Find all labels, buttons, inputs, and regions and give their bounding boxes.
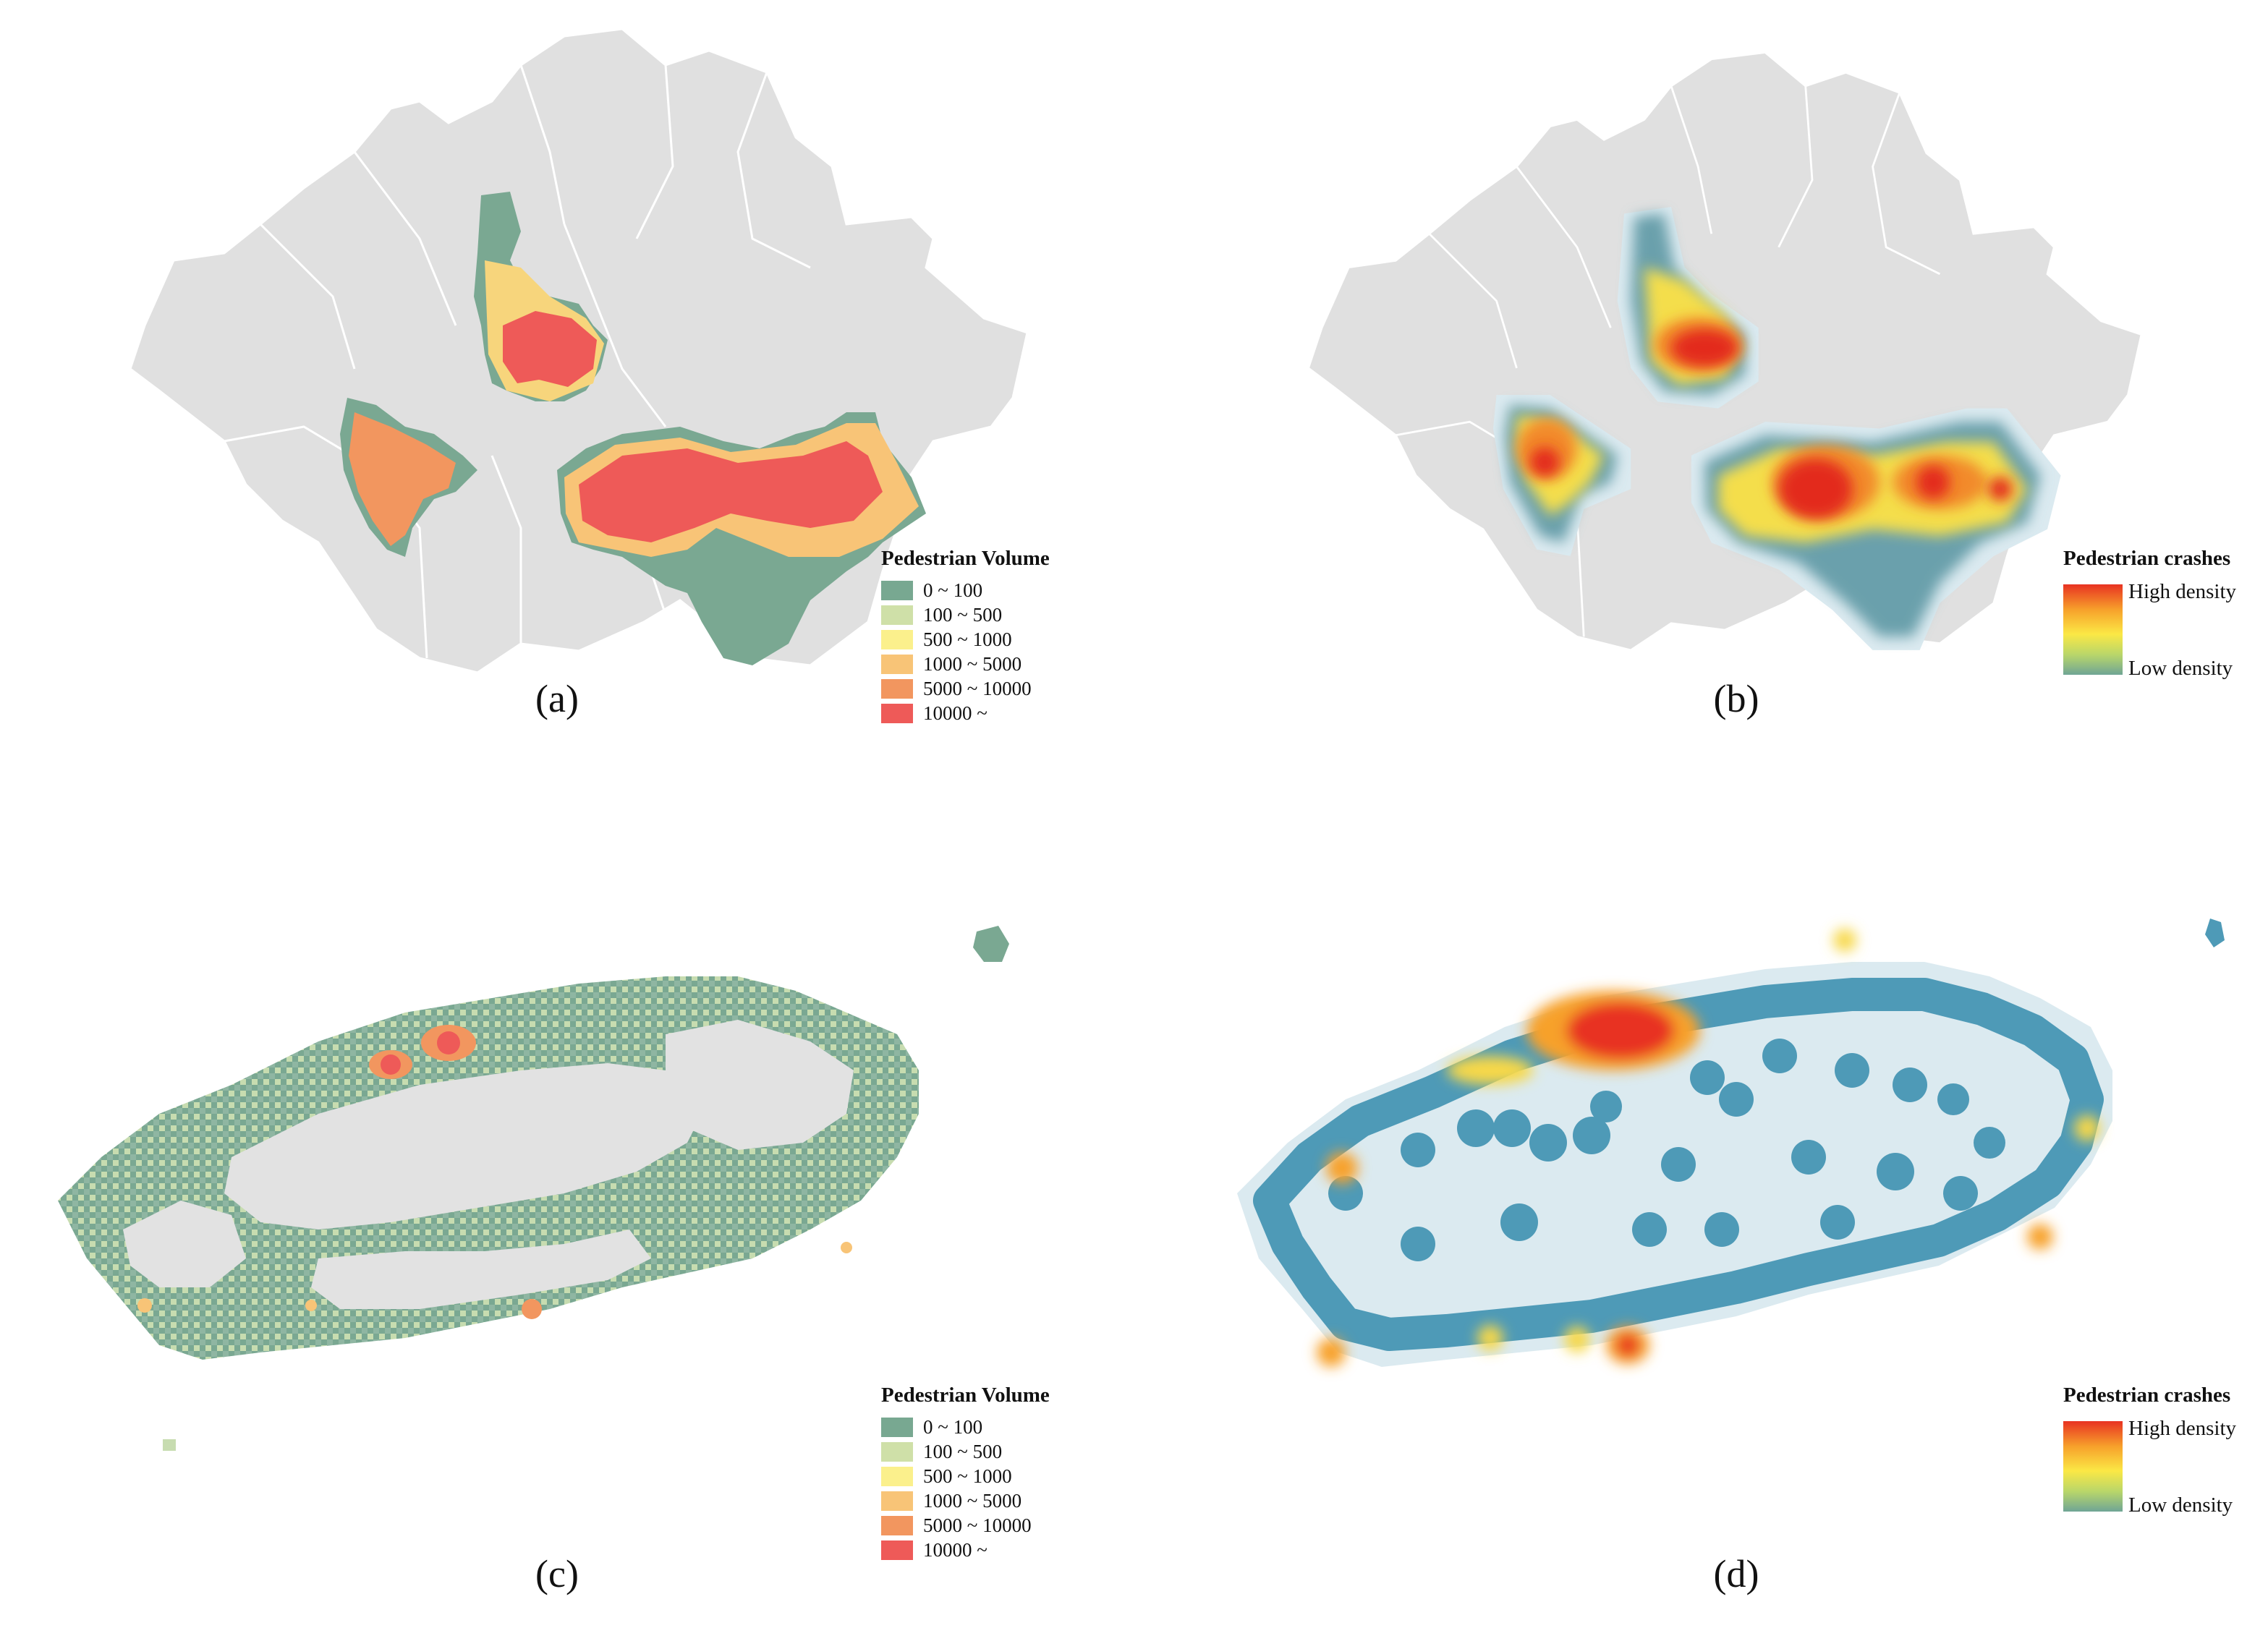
legend-high-label: High density bbox=[2128, 580, 2237, 603]
legend-swatch bbox=[881, 1466, 913, 1486]
panel-b-seoul-crash-density: (b) bbox=[1295, 22, 2235, 720]
legend-title: Pedestrian Volume bbox=[881, 1384, 1050, 1407]
legend-label: 0 ~ 100 bbox=[923, 579, 983, 601]
legend-row: 0 ~ 100 bbox=[881, 578, 1050, 602]
crash-hotspots bbox=[1317, 929, 2100, 1367]
legend-label: 0 ~ 100 bbox=[923, 1415, 983, 1438]
panel-a-seoul-pedestrian-volume: (a) bbox=[116, 22, 1129, 720]
inland-gray-areas bbox=[123, 1020, 854, 1309]
seoul-map-a bbox=[129, 27, 1029, 674]
legend-row: 1000 ~ 5000 bbox=[881, 652, 1050, 676]
inland-density-blobs bbox=[1328, 1039, 2005, 1261]
density-gradient bbox=[2063, 584, 2123, 675]
legend-label: 10000 ~ bbox=[923, 1538, 988, 1561]
legend-swatch bbox=[881, 1417, 913, 1437]
legend-label: 100 ~ 500 bbox=[923, 1440, 1003, 1462]
legend-row: 100 ~ 500 bbox=[881, 602, 1050, 627]
panel-c-jeju-pedestrian-volume: (c) bbox=[14, 853, 1071, 1620]
legend-row: 500 ~ 1000 bbox=[881, 1464, 1050, 1488]
density-gradient bbox=[2063, 1421, 2123, 1512]
legend-swatch bbox=[881, 678, 913, 699]
caption-d: (d) bbox=[1713, 1552, 1759, 1595]
legend-row: 10000 ~ bbox=[881, 1538, 1050, 1562]
legend-swatch bbox=[881, 1515, 913, 1535]
jeju-map-c bbox=[58, 926, 1009, 1451]
zone-southeast-core bbox=[579, 441, 883, 542]
udo-islet bbox=[2205, 919, 2225, 947]
legend-label: 1000 ~ 5000 bbox=[923, 1489, 1022, 1512]
hotspots bbox=[137, 1025, 852, 1319]
legend-swatch bbox=[881, 654, 913, 674]
legend-label: 1000 ~ 5000 bbox=[923, 652, 1022, 675]
legend-swatch bbox=[881, 580, 913, 600]
legend-title: Pedestrian crashes bbox=[2063, 547, 2231, 570]
legend-title: Pedestrian Volume bbox=[881, 547, 1050, 570]
panel-d-jeju-crash-density: (d) bbox=[1201, 853, 2228, 1620]
legend-row: 5000 ~ 10000 bbox=[881, 676, 1050, 701]
legend-label: 500 ~ 1000 bbox=[923, 628, 1012, 650]
legend-high-label: High density bbox=[2128, 1417, 2237, 1440]
legend-swatch bbox=[881, 1441, 913, 1462]
islet bbox=[163, 1439, 176, 1451]
legend-swatch bbox=[881, 703, 913, 723]
legend-title: Pedestrian crashes bbox=[2063, 1384, 2231, 1407]
legend-swatch bbox=[881, 1491, 913, 1511]
legend-swatch bbox=[881, 1540, 913, 1560]
legend-row: 500 ~ 1000 bbox=[881, 627, 1050, 652]
legend-row: 10000 ~ bbox=[881, 701, 1050, 725]
legend-row: 1000 ~ 5000 bbox=[881, 1488, 1050, 1513]
zone-west-mid bbox=[349, 412, 456, 546]
legend-low-label: Low density bbox=[2128, 657, 2233, 680]
caption-a: (a) bbox=[535, 677, 579, 720]
legend-label: 5000 ~ 10000 bbox=[923, 1514, 1032, 1536]
legend-row: 100 ~ 500 bbox=[881, 1439, 1050, 1464]
legend-swatch bbox=[881, 605, 913, 625]
zone-north-core bbox=[503, 311, 597, 387]
crash-density-peak bbox=[1530, 329, 2013, 519]
legend-pedestrian-volume-a: Pedestrian Volume 0 ~ 100 100 ~ 500 500 … bbox=[881, 548, 1050, 725]
legend-pedestrian-crashes-b: Pedestrian crashes High density Low dens… bbox=[2063, 548, 2266, 686]
legend-row: 5000 ~ 10000 bbox=[881, 1513, 1050, 1538]
legend-label: 500 ~ 1000 bbox=[923, 1465, 1012, 1487]
legend-row: 0 ~ 100 bbox=[881, 1415, 1050, 1439]
legend-label: 100 ~ 500 bbox=[923, 603, 1003, 626]
caption-b: (b) bbox=[1713, 677, 1759, 720]
legend-label: 5000 ~ 10000 bbox=[923, 677, 1032, 699]
udo-islet bbox=[973, 926, 1009, 962]
legend-pedestrian-volume-c: Pedestrian Volume 0 ~ 100 100 ~ 500 500 … bbox=[881, 1385, 1050, 1562]
caption-c: (c) bbox=[535, 1552, 579, 1595]
legend-label: 10000 ~ bbox=[923, 702, 988, 724]
legend-pedestrian-crashes-d: Pedestrian crashes High density Low dens… bbox=[2063, 1385, 2266, 1522]
seoul-map-b bbox=[1307, 51, 2143, 652]
legend-swatch bbox=[881, 629, 913, 649]
jeju-map-d bbox=[1237, 919, 2225, 1367]
legend-low-label: Low density bbox=[2128, 1493, 2233, 1517]
